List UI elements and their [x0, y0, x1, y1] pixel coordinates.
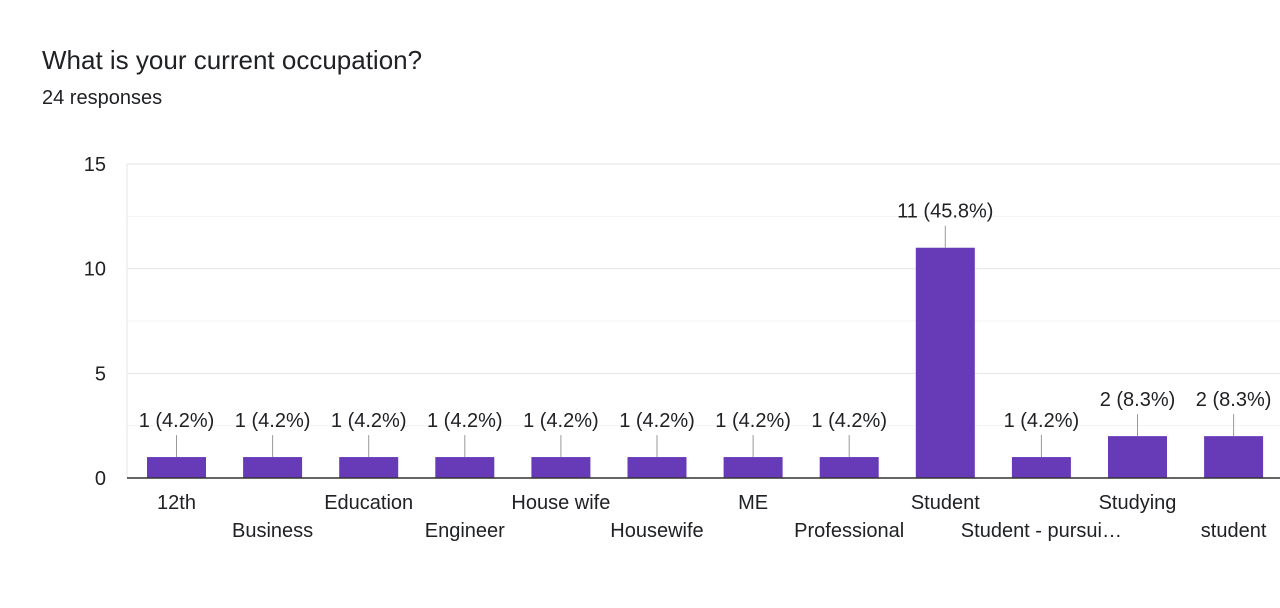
category-label: Education	[324, 492, 413, 514]
bar	[819, 457, 879, 478]
bar	[627, 457, 687, 478]
data-label: 1 (4.2%)	[139, 410, 215, 432]
axes	[126, 164, 1280, 479]
data-label-leaders	[176, 225, 1235, 458]
category-label: 12th	[157, 492, 196, 514]
question-title: What is your current occupation?	[42, 45, 423, 75]
category-label: ME	[738, 492, 768, 514]
data-label: 1 (4.2%)	[523, 410, 599, 432]
category-label: Student	[911, 492, 980, 514]
data-label: 1 (4.2%)	[331, 410, 407, 432]
bar	[1011, 457, 1071, 478]
bar	[1108, 436, 1167, 478]
data-label: 1 (4.2%)	[235, 410, 311, 432]
data-label: 1 (4.2%)	[619, 410, 695, 432]
y-tick-label: 15	[84, 154, 106, 176]
gridlines	[127, 163, 1280, 427]
x-axis-category-labels: 12th Business Education Engineer House wifeH…	[157, 492, 1267, 542]
data-label: 1 (4.2%)	[1004, 410, 1080, 432]
y-tick-label: 0	[95, 468, 106, 490]
bar	[243, 457, 303, 478]
bar	[531, 457, 591, 478]
category-label: student	[1201, 520, 1267, 542]
category-label: Studying	[1099, 492, 1177, 514]
category-label: Engineer	[425, 520, 505, 542]
bar	[723, 457, 783, 478]
category-label: Business	[232, 520, 313, 542]
data-label: 11 (45.8%)	[897, 201, 993, 223]
data-label: 2 (8.3%)	[1196, 389, 1272, 411]
bar	[915, 247, 975, 478]
bar	[339, 457, 399, 478]
category-label: House wife	[511, 492, 610, 514]
category-label: Student - pursui…	[961, 520, 1122, 542]
y-tick-label: 5	[95, 363, 106, 385]
category-label: Housewife	[610, 520, 703, 542]
data-label: 2 (8.3%)	[1100, 389, 1176, 411]
bar	[147, 457, 206, 478]
response-count: 24 responses	[42, 87, 163, 109]
bar	[435, 457, 495, 478]
data-label: 1 (4.2%)	[427, 410, 503, 432]
category-label: Professional	[794, 520, 904, 542]
data-label: 1 (4.2%)	[715, 410, 791, 432]
bars	[147, 247, 1264, 478]
data-labels: 1 (4.2%) 1 (4.2%) 1 (4.2%) 1 (4.2%) 1 (4.2%)…	[139, 201, 1272, 432]
bar	[1204, 436, 1264, 478]
y-tick-label: 10	[84, 259, 106, 281]
data-label: 1 (4.2%)	[811, 410, 887, 432]
y-axis-tick-labels: 0 5 10 15	[84, 154, 106, 490]
